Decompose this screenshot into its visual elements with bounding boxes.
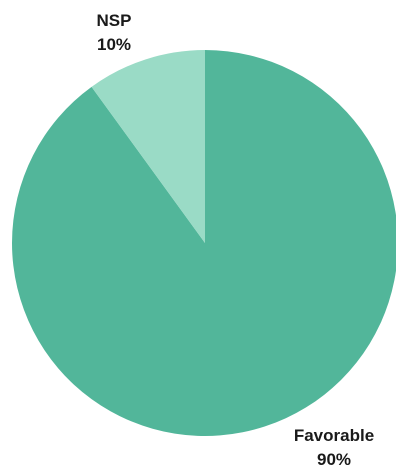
slice-label-favorable: Favorable xyxy=(294,426,374,445)
slice-value-nsp: 10% xyxy=(97,35,131,54)
pie-slice-favorable xyxy=(12,50,396,436)
slice-value-favorable: 90% xyxy=(317,450,351,469)
slice-label-nsp: NSP xyxy=(97,11,132,30)
pie-slice-nsp xyxy=(91,50,205,243)
